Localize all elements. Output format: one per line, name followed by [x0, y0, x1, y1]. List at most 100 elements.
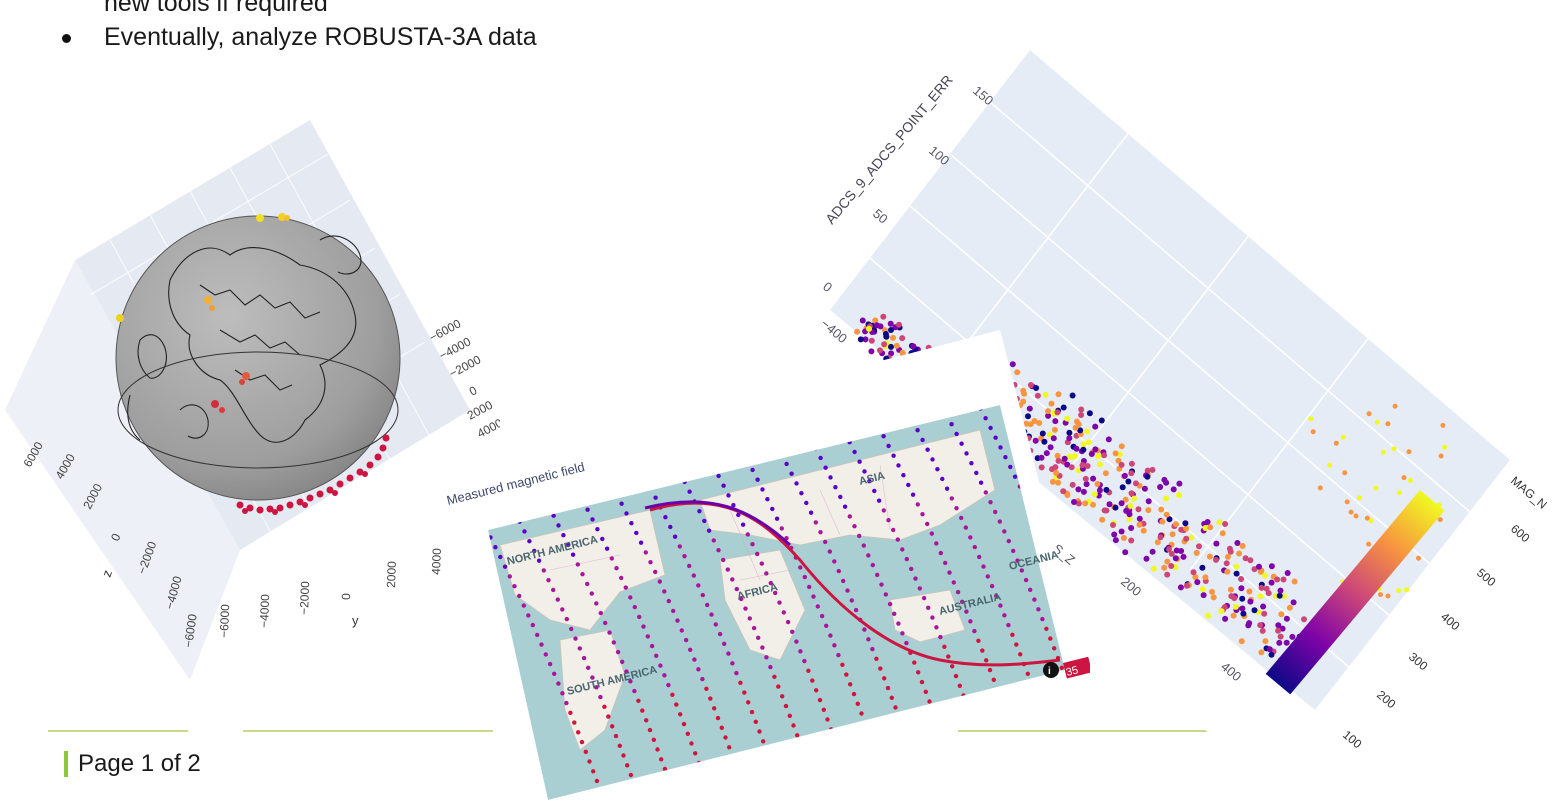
scatter-point — [1092, 423, 1099, 430]
scatter-point — [1055, 479, 1062, 486]
track-point — [963, 525, 968, 530]
scatter-point — [1216, 519, 1223, 526]
scatter-point — [1257, 568, 1264, 575]
scatter-point — [1075, 500, 1082, 507]
track-point — [878, 666, 883, 671]
track-point — [938, 550, 943, 556]
land-masses — [499, 429, 996, 751]
track-point — [838, 494, 843, 500]
scatter-point — [1188, 534, 1195, 541]
track-point — [731, 503, 736, 508]
scatter-point — [1126, 516, 1133, 523]
scatter-point — [1157, 534, 1164, 541]
track-point — [693, 751, 698, 756]
track-point — [857, 533, 862, 539]
scatter-point — [1159, 518, 1166, 525]
scatter-point — [1209, 588, 1215, 595]
track-point — [813, 781, 818, 787]
track-point — [1085, 398, 1089, 402]
scatter-point — [877, 347, 883, 354]
track-point — [704, 780, 709, 785]
track-point — [671, 608, 676, 614]
scatter-point — [1202, 574, 1209, 581]
scatter-point — [1080, 441, 1087, 448]
track-point — [945, 748, 950, 753]
globe-3d-plot[interactable]: −6000 −4000 −2000 0 2000 4000 x −6000 −4… — [0, 80, 500, 680]
track-point — [615, 649, 621, 655]
track-point — [827, 549, 832, 554]
scatter-point — [1202, 525, 1209, 531]
scatter-point — [1136, 515, 1143, 522]
scatter-point — [1034, 392, 1041, 399]
scatter-point — [1072, 424, 1079, 431]
magnetic-field-map[interactable]: Measured magnetic field NO — [420, 330, 1090, 812]
track-point — [1036, 375, 1040, 379]
scatter-point — [1048, 400, 1055, 407]
track-point — [617, 743, 622, 748]
track-point — [950, 664, 955, 669]
track-point — [1046, 468, 1052, 473]
track-point — [512, 584, 517, 589]
track-point — [844, 672, 849, 677]
track-point — [1086, 640, 1090, 644]
track-point — [908, 744, 913, 749]
track-point — [756, 635, 761, 640]
scatter-point — [1166, 546, 1172, 553]
track-point — [730, 577, 735, 582]
track-point — [881, 508, 886, 513]
scatter-plot[interactable]: 150 100 50 0 ADCS_9_ADCS_POINT_ERR −400 … — [740, 20, 1552, 810]
track-point — [991, 677, 996, 682]
track-point — [1086, 472, 1090, 476]
scatter-point — [857, 336, 864, 343]
track-point — [591, 769, 596, 774]
scatter-point — [1176, 480, 1183, 487]
track-point — [740, 522, 746, 527]
track-point — [1036, 607, 1041, 612]
track-point — [1048, 636, 1053, 641]
track-point — [443, 448, 447, 452]
track-point — [556, 523, 561, 528]
track-point — [602, 704, 607, 709]
scatter-point — [1246, 588, 1253, 595]
track-point — [810, 678, 815, 683]
colorbar-title: MAG_N — [1508, 474, 1550, 512]
track-point — [704, 686, 709, 691]
scatter-point — [1380, 449, 1386, 455]
scatter-point — [1020, 387, 1027, 394]
scatter-point — [1222, 521, 1229, 527]
scatter-point — [1234, 540, 1241, 546]
scatter-point — [1082, 500, 1089, 507]
track-point — [983, 751, 988, 757]
scatter-point — [1180, 553, 1187, 560]
scatter-point — [1049, 478, 1056, 485]
track-point — [882, 676, 887, 681]
scatter-point — [1404, 587, 1410, 593]
track-point — [522, 529, 527, 534]
track-point — [866, 637, 871, 642]
scatter-point — [1078, 412, 1085, 418]
track-point — [598, 694, 603, 700]
track-point — [1051, 405, 1056, 409]
track-point — [904, 640, 909, 646]
scatter-point — [1127, 502, 1134, 509]
track-point — [989, 583, 995, 589]
scatter-point — [1094, 481, 1101, 487]
track-point — [679, 628, 684, 633]
footer: Page 1 of 2 — [64, 750, 201, 778]
scatter-point — [1128, 460, 1135, 467]
scatter-point — [1261, 610, 1268, 617]
track-point — [1031, 365, 1035, 369]
scatter-point — [1145, 507, 1152, 514]
info-icon[interactable] — [1043, 662, 1059, 678]
scatter-point — [1131, 495, 1138, 502]
track-point — [981, 564, 986, 569]
scatter-point — [1118, 528, 1125, 535]
track-point — [677, 544, 682, 549]
track-point — [1051, 478, 1056, 483]
track-point — [836, 568, 841, 574]
scatter-point — [1066, 435, 1073, 442]
scatter-point — [1233, 563, 1240, 570]
track-point — [725, 567, 730, 572]
scatter-point — [1082, 475, 1089, 482]
track-point — [696, 667, 701, 672]
